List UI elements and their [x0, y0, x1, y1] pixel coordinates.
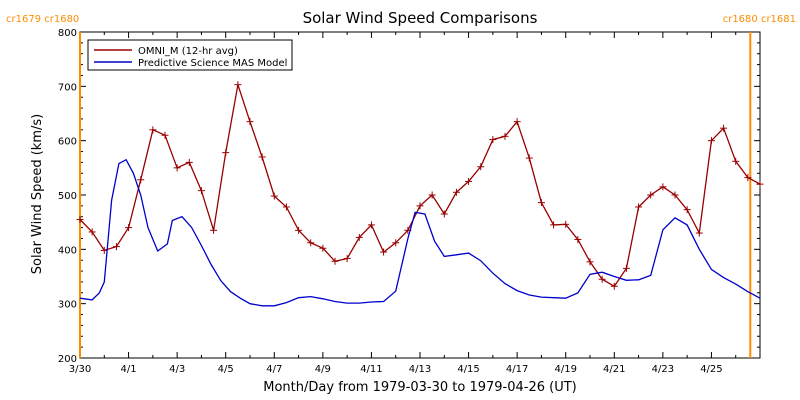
y-tick-label: 800 [58, 28, 77, 39]
series-0-point [683, 206, 691, 214]
series-0-point [137, 176, 145, 184]
series-0-point [610, 282, 618, 290]
series-0-point [331, 257, 339, 265]
series-0-point [125, 224, 133, 232]
series-0-point [707, 137, 715, 145]
series-0-point [380, 248, 388, 256]
series-0-point [173, 164, 181, 172]
x-axis-title: Month/Day from 1979-03-30 to 1979-04-26 … [263, 380, 576, 395]
series-0-point [149, 126, 157, 134]
x-tick-label: 4/9 [315, 364, 331, 375]
x-tick-label: 3/30 [69, 364, 91, 375]
series-0-point [720, 124, 728, 132]
series-0-point [756, 180, 764, 188]
x-tick-label: 4/25 [700, 364, 722, 375]
x-tick-label: 4/3 [169, 364, 185, 375]
series-0-point [222, 149, 230, 157]
series-0-point [112, 243, 120, 251]
series-0-point [598, 275, 606, 283]
series-0-point [440, 210, 448, 218]
series-0-point [234, 81, 242, 89]
series-0-point [161, 131, 169, 139]
series-0-point [197, 187, 205, 195]
legend-label-mas-model: Predictive Science MAS Model [138, 58, 287, 69]
x-tick-label: 4/13 [409, 364, 431, 375]
series-0-point [659, 183, 667, 191]
y-axis-title: Solar Wind Speed (km/s) [30, 114, 45, 274]
x-tick-label: 4/23 [652, 364, 674, 375]
x-tick-label: 4/21 [603, 364, 625, 375]
series-0-point [270, 192, 278, 200]
chart-title: Solar Wind Speed Comparisons [303, 9, 538, 27]
series-0-point [392, 239, 400, 247]
series-0-point [513, 118, 521, 126]
plot-area: 200 300 400 500 600 700 800 3/30 4/1 4/3 4/5 4/7 4/9… [58, 28, 764, 375]
y-tick-label: 300 [58, 300, 77, 311]
series-0-point [574, 236, 582, 244]
y-tick-label: 700 [58, 82, 77, 93]
x-tick-label: 4/11 [360, 364, 382, 375]
x-tick-label: 4/7 [266, 364, 282, 375]
series-0-point [282, 203, 290, 211]
y-tick-label: 500 [58, 191, 77, 202]
x-tick-label: 4/15 [457, 364, 479, 375]
series-0-point [307, 239, 315, 247]
y-tick-label: 600 [58, 137, 77, 148]
plot-frame [79, 31, 761, 359]
series-0-point [671, 191, 679, 199]
series-0-point [428, 191, 436, 199]
series-0-point [452, 188, 460, 196]
series-0-point [367, 221, 375, 229]
carrington-rotation-label-left: cr1679 cr1680 [6, 14, 79, 25]
series-0-point [343, 255, 351, 263]
series-0-point [258, 153, 266, 161]
x-tick-label: 4/1 [121, 364, 137, 375]
legend-label-omni: OMNI_M (12-hr avg) [138, 46, 238, 57]
series-0-point [295, 226, 303, 234]
series-0-point [732, 157, 740, 165]
x-tick-label: 4/5 [218, 364, 234, 375]
x-tick-label: 4/19 [554, 364, 576, 375]
series-0-point [562, 220, 570, 228]
series-0-point [622, 264, 630, 272]
series-0-point [185, 158, 193, 166]
series-0-point [355, 233, 363, 241]
series-0-point [319, 244, 327, 252]
series-0-point [501, 132, 509, 140]
series-0-point [537, 199, 545, 207]
carrington-rotation-label-right: cr1680 cr1681 [723, 14, 796, 25]
y-tick-label: 400 [58, 245, 77, 256]
series-line-0 [79, 84, 761, 288]
series-0-point [695, 229, 703, 237]
series-0-point [477, 163, 485, 171]
series-0-point [465, 177, 473, 185]
series-0-point [246, 118, 254, 126]
series-0-point [88, 228, 96, 236]
x-tick-label: 4/17 [506, 364, 528, 375]
series-0-point [76, 215, 84, 223]
y-tick-label: 200 [58, 354, 77, 365]
series-0-point [586, 258, 594, 266]
series-0-point [525, 154, 533, 162]
series-line-1 [79, 158, 761, 307]
legend: OMNI_M (12-hr avg) Predictive Science MA… [87, 39, 293, 71]
series-0-point [489, 136, 497, 144]
series-0-point [647, 191, 655, 199]
series-0-point [744, 174, 752, 182]
legend-box [87, 39, 293, 71]
series-0-point [210, 226, 218, 234]
series-0-point [416, 202, 424, 210]
series-0-point [635, 203, 643, 211]
series-0-point [550, 221, 558, 229]
